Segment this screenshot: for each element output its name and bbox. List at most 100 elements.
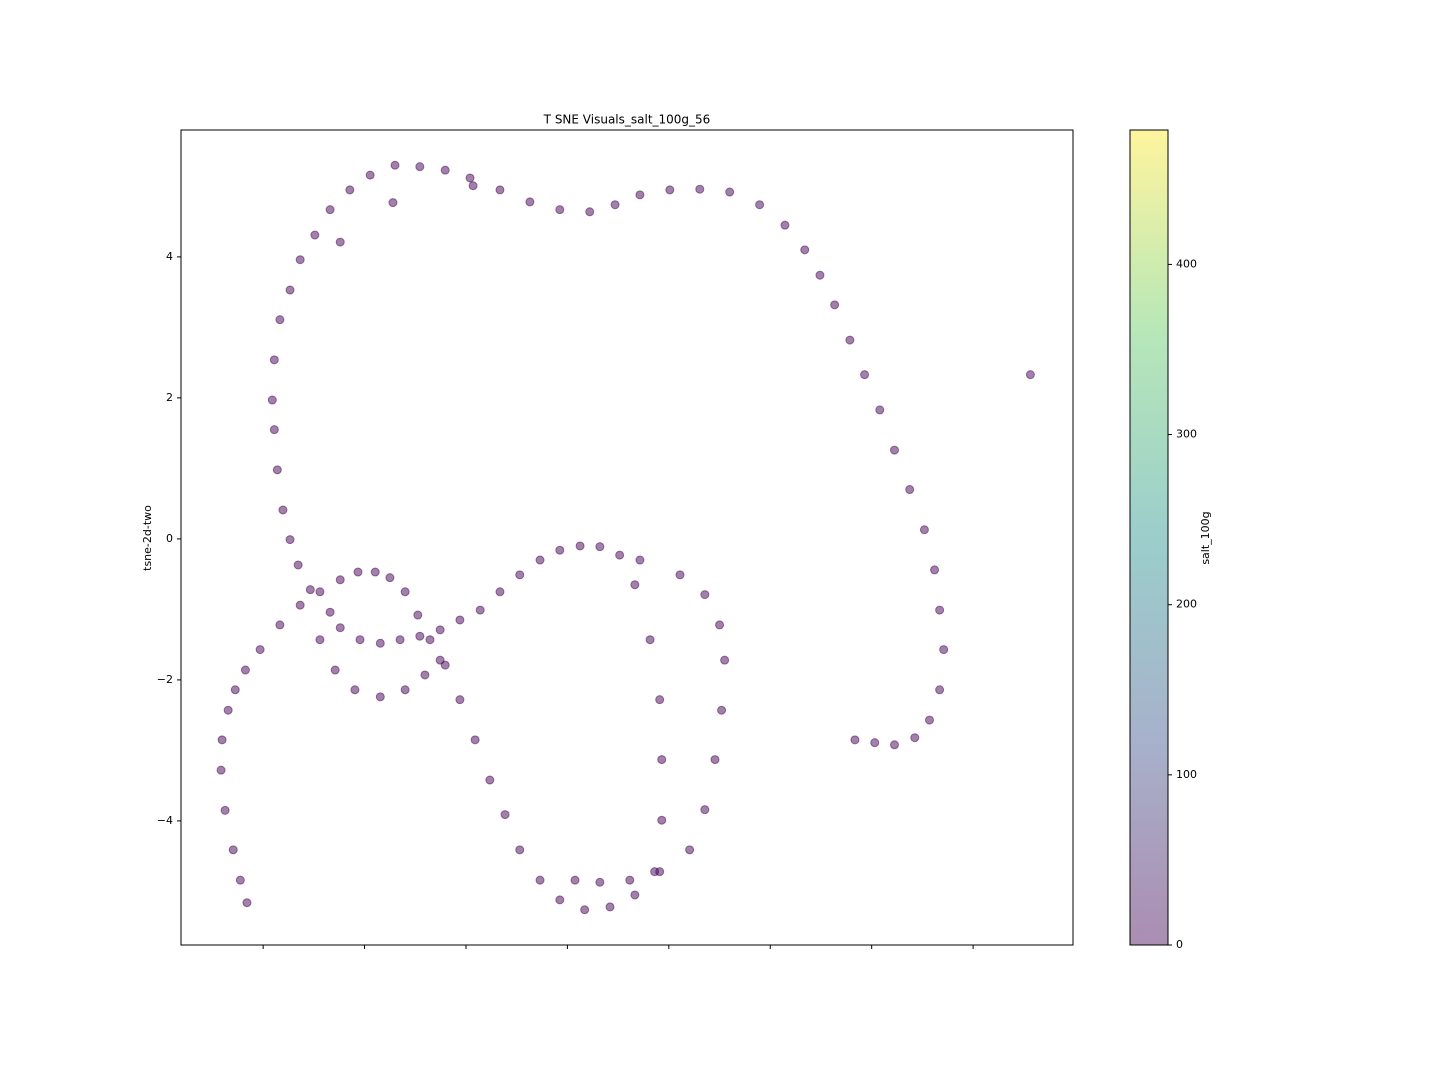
point	[625, 875, 635, 885]
point	[455, 695, 465, 705]
point	[310, 230, 320, 240]
point	[315, 635, 325, 645]
y-tick-label: −4	[157, 814, 173, 827]
colorbar-tick-label: 100	[1176, 768, 1197, 781]
point	[815, 270, 825, 280]
point	[700, 805, 710, 815]
point	[515, 570, 525, 580]
point	[555, 205, 565, 215]
point	[272, 465, 282, 475]
point	[455, 615, 465, 625]
chart-title: T SNE Visuals_salt_100g_56	[543, 113, 711, 127]
point	[440, 165, 450, 175]
point	[535, 555, 545, 565]
point	[645, 635, 655, 645]
point	[889, 740, 899, 750]
point	[413, 610, 423, 620]
point	[325, 205, 335, 215]
point	[580, 905, 590, 915]
point	[910, 733, 920, 743]
point	[935, 685, 945, 695]
point	[335, 623, 345, 633]
point	[228, 845, 238, 855]
point	[293, 560, 303, 570]
point	[630, 580, 640, 590]
point	[695, 184, 705, 194]
y-tick-label: −2	[157, 673, 173, 686]
point	[415, 162, 425, 172]
point	[220, 805, 230, 815]
point	[555, 545, 565, 555]
point	[635, 555, 645, 565]
point	[655, 695, 665, 705]
colorbar-label: salt_100g	[1199, 511, 1212, 564]
point	[465, 173, 475, 183]
point	[355, 635, 365, 645]
point	[657, 815, 667, 825]
y-axis-label: tsne-2d-two	[141, 505, 154, 571]
point	[295, 600, 305, 610]
point	[330, 665, 340, 675]
point	[1025, 370, 1035, 380]
point	[657, 755, 667, 765]
point	[595, 877, 605, 887]
point	[420, 670, 430, 680]
point	[217, 735, 227, 745]
point	[305, 585, 315, 595]
point	[267, 395, 277, 405]
point	[924, 715, 934, 725]
point	[242, 898, 252, 908]
point	[240, 665, 250, 675]
y-tick-label: 0	[166, 532, 173, 545]
colorbar-tick-label: 300	[1176, 428, 1197, 441]
point	[615, 550, 625, 560]
point	[385, 573, 395, 583]
colorbar-tick-label: 0	[1176, 938, 1183, 951]
point	[845, 335, 855, 345]
point	[500, 810, 510, 820]
point	[635, 190, 645, 200]
point	[665, 185, 675, 195]
point	[295, 255, 305, 265]
point	[375, 638, 385, 648]
colorbar-tick-label: 400	[1176, 257, 1197, 270]
point	[655, 867, 665, 877]
point	[610, 200, 620, 210]
point	[720, 655, 730, 665]
point	[425, 635, 435, 645]
point	[830, 300, 840, 310]
point	[350, 685, 360, 695]
point	[800, 245, 810, 255]
point	[935, 605, 945, 615]
point	[470, 735, 480, 745]
point	[388, 198, 398, 208]
point	[468, 181, 478, 191]
point	[335, 575, 345, 585]
point	[717, 705, 727, 715]
point	[395, 635, 405, 645]
point	[780, 220, 790, 230]
point	[605, 902, 615, 912]
point	[685, 845, 695, 855]
point	[435, 655, 445, 665]
point	[435, 625, 445, 635]
y-tick-label: 4	[166, 250, 173, 263]
point	[710, 755, 720, 765]
point	[285, 535, 295, 545]
point	[525, 197, 535, 207]
colorbar	[1130, 130, 1168, 945]
point	[889, 445, 899, 455]
point	[365, 170, 375, 180]
point	[585, 207, 595, 217]
point	[315, 587, 325, 597]
point	[269, 355, 279, 365]
point	[570, 875, 580, 885]
point	[325, 607, 335, 617]
point	[725, 187, 735, 197]
point	[905, 485, 915, 495]
point	[415, 631, 425, 641]
point	[495, 587, 505, 597]
point	[390, 160, 400, 170]
point	[216, 765, 226, 775]
